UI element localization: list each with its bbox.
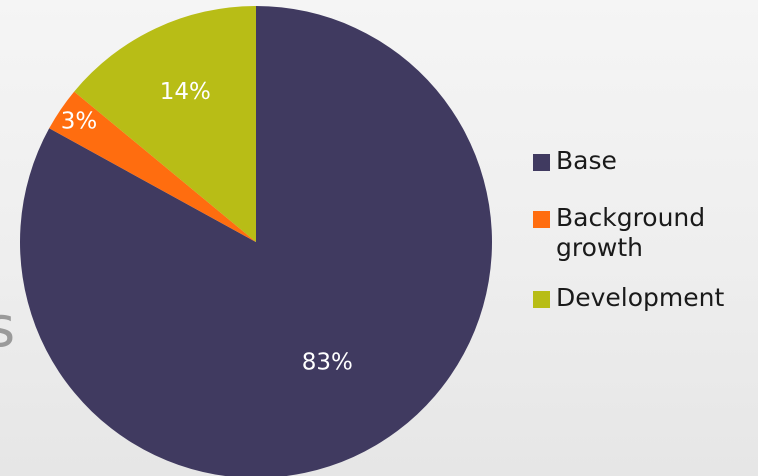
- legend-swatch-background-growth: [533, 211, 550, 228]
- pie-slice-background-growth: [49, 91, 257, 243]
- data-label-development: 14%: [160, 79, 211, 105]
- data-label-base: 83%: [302, 350, 353, 376]
- legend-label-development: Development: [556, 283, 725, 312]
- legend-label-background-growth: Background growth: [556, 203, 706, 262]
- legend-label-base: Base: [556, 146, 617, 175]
- legend-item-background-growth: Background growth: [533, 203, 716, 263]
- legend-item-base: Base: [533, 146, 746, 176]
- pie-data-labels: 83% 3% 14%: [61, 79, 353, 376]
- partial-background-text: s: [0, 295, 16, 360]
- pie-slice-base: [20, 6, 492, 476]
- legend-swatch-development: [533, 291, 550, 308]
- legend-swatch-base: [533, 154, 550, 171]
- pie-slice-development: [74, 6, 256, 242]
- pie-slices: [20, 6, 492, 476]
- data-label-background-growth: 3%: [61, 109, 98, 135]
- legend-item-development: Development: [533, 283, 746, 313]
